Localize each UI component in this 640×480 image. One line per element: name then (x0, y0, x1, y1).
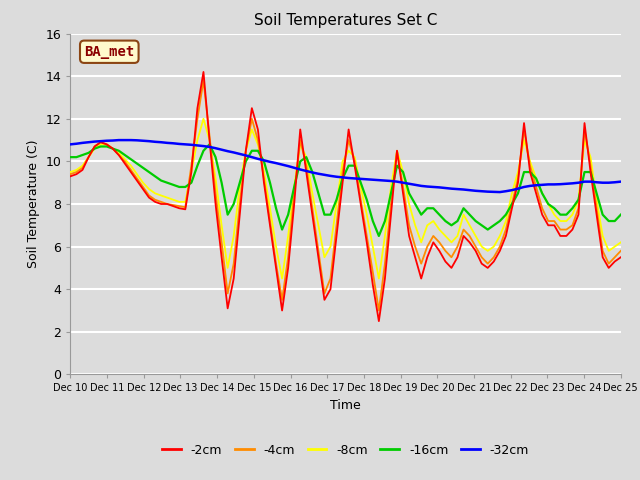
Text: BA_met: BA_met (84, 45, 134, 59)
Title: Soil Temperatures Set C: Soil Temperatures Set C (254, 13, 437, 28)
X-axis label: Time: Time (330, 399, 361, 412)
Legend: -2cm, -4cm, -8cm, -16cm, -32cm: -2cm, -4cm, -8cm, -16cm, -32cm (157, 439, 534, 462)
Y-axis label: Soil Temperature (C): Soil Temperature (C) (27, 140, 40, 268)
